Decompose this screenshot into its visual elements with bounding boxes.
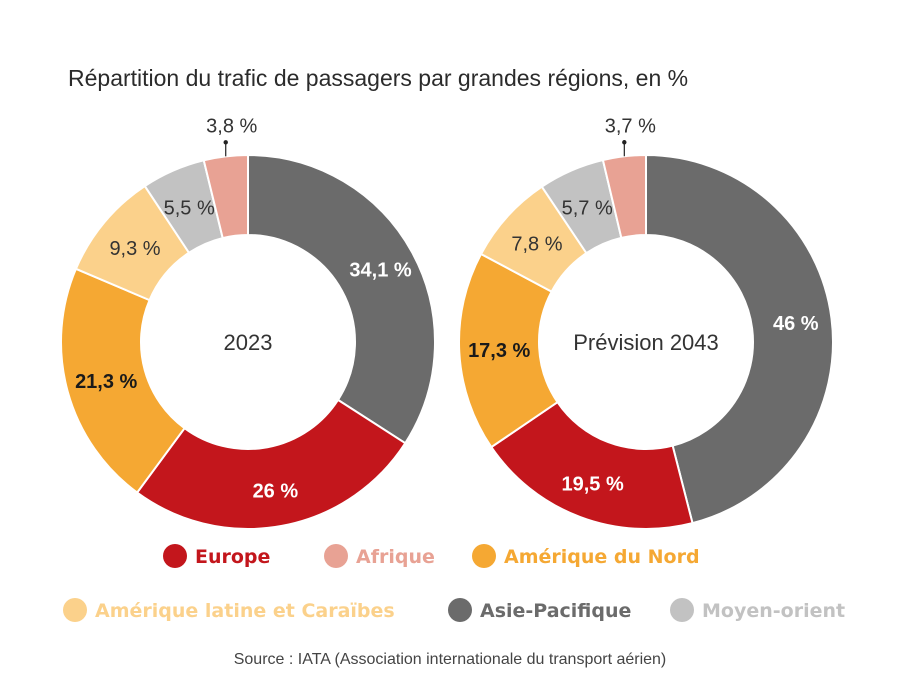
legend-swatch-amerique-latine-et-caraibes — [63, 598, 87, 622]
legend-swatch-asie-pacifique — [448, 598, 472, 622]
slice-label-amerique-latine-et-caraibes: 7,8 % — [511, 233, 562, 255]
source-note: Source : IATA (Association international… — [234, 651, 667, 668]
legend: Europe Afrique Amérique du Nord Amérique la… — [63, 544, 845, 622]
slice-afrique — [601, 153, 647, 240]
slice-asie-pacifique — [247, 153, 436, 445]
slice-label-europe: 19,5 % — [561, 473, 623, 495]
callout-dot — [223, 140, 228, 145]
slice-label-afrique: 3,7 % — [605, 115, 656, 137]
chart-title: Répartition du trafic de passagers par g… — [68, 65, 688, 91]
donut-center-label: Prévision 2043 — [573, 330, 719, 355]
legend-swatch-afrique — [324, 544, 348, 568]
legend-label-moyen-orient: Moyen-orient — [702, 600, 845, 622]
slice-label-afrique: 3,8 % — [206, 115, 257, 137]
legend-label-amerique-du-nord: Amérique du Nord — [504, 546, 700, 568]
donut-center-label: 2023 — [224, 330, 273, 355]
slice-label-europe: 26 % — [253, 481, 299, 503]
slice-label-amerique-latine-et-caraibes: 9,3 % — [109, 238, 160, 260]
slice-asie-pacifique — [645, 153, 834, 525]
legend-swatch-moyen-orient — [670, 598, 694, 622]
legend-label-afrique: Afrique — [356, 546, 435, 568]
legend-label-europe: Europe — [195, 546, 270, 568]
slice-label-amerique-du-nord: 21,3 % — [75, 371, 137, 393]
donut-chart-2023: 34,1 % 26 % 21,3 % 9,3 %5,5 % 3,8 % 2023 — [60, 115, 436, 530]
slice-label-amerique-du-nord: 17,3 % — [468, 340, 530, 362]
slice-label-moyen-orient: 5,7 % — [562, 197, 613, 219]
donut-chart-2043: 46 % 19,5 % 17,3 % 7,8 %5,7 % 3,7 % Prévision… — [458, 115, 834, 530]
legend-swatch-amerique-du-nord — [472, 544, 496, 568]
slice-afrique — [202, 153, 249, 240]
legend-swatch-europe — [163, 544, 187, 568]
slice-label-moyen-orient: 5,5 % — [164, 197, 215, 219]
legend-label-asie-pacifique: Asie-Pacifique — [480, 600, 631, 622]
slice-europe — [135, 398, 407, 530]
slice-amerique-du-nord — [60, 267, 186, 494]
slice-label-asie-pacifique: 46 % — [773, 313, 819, 335]
legend-label-amerique-latine-et-caraibes: Amérique latine et Caraïbes — [95, 600, 395, 622]
slice-label-asie-pacifique: 34,1 % — [349, 260, 411, 282]
callout-dot — [622, 140, 627, 145]
slice-europe — [489, 400, 694, 530]
